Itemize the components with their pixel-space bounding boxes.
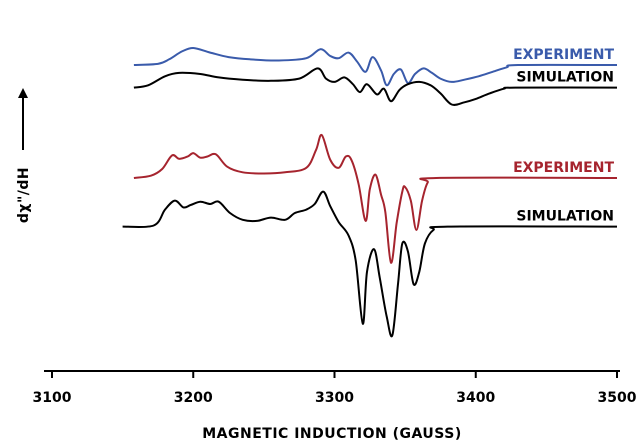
trace-line-4 [122, 190, 618, 338]
y-axis-arrow-head [18, 88, 28, 98]
trace-line-2 [133, 67, 618, 106]
x-tick-label-3300: 3300 [315, 390, 354, 406]
x-tick-label-3200: 3200 [174, 390, 213, 406]
spectrum-traces [122, 46, 618, 338]
x-tick-label-3100: 3100 [33, 390, 72, 406]
x-tick-label-3500: 3500 [598, 390, 637, 406]
x-axis-tick-labels: 3100 3200 3300 3400 3500 [33, 390, 637, 406]
trace-labels: EXPERIMENT SIMULATION EXPERIMENT SIMULATION [513, 47, 614, 225]
trace-label-2: SIMULATION [516, 70, 614, 86]
trace-label-4: SIMULATION [516, 209, 614, 225]
trace-line-1 [133, 46, 618, 87]
y-axis-title: dχ"/dH [16, 167, 32, 223]
x-tick-label-3400: 3400 [456, 390, 495, 406]
trace-line-3 [133, 134, 618, 264]
x-axis-ticks [51, 371, 618, 378]
trace-label-3: EXPERIMENT [513, 160, 614, 176]
y-axis-title-group: dχ"/dH [16, 88, 32, 223]
trace-label-1: EXPERIMENT [513, 47, 614, 63]
x-axis-title: MAGNETIC INDUCTION (GAUSS) [202, 426, 461, 442]
